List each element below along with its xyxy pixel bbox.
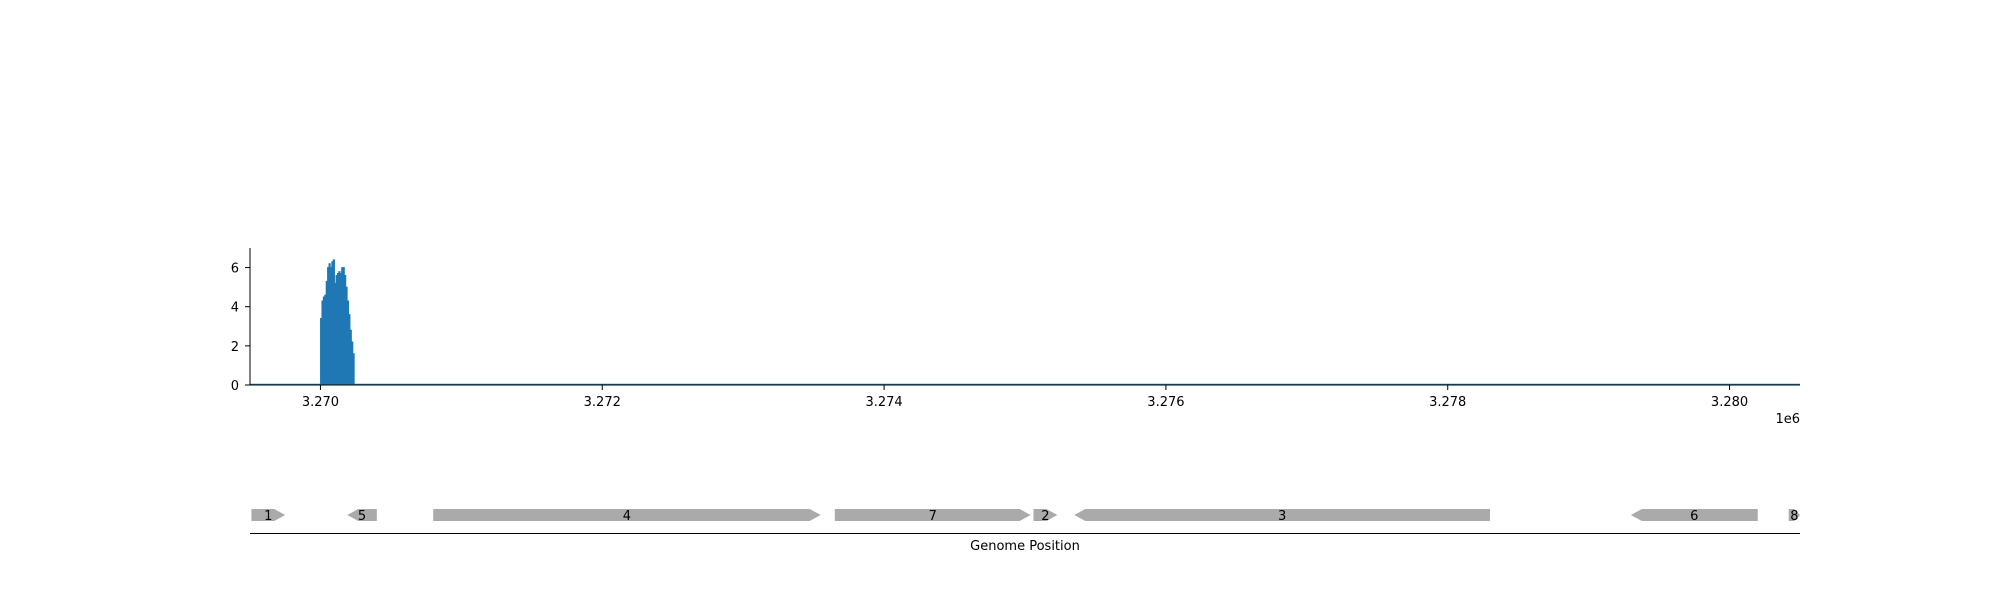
x-axis-offset-label: 1e6 <box>1775 412 1800 427</box>
coverage-axes: 3.270 3.272 3.274 3.276 3.278 3.280 0 2 4 6 <box>231 248 1800 410</box>
gene-track: 1 5 4 7 2 3 6 8 <box>250 509 1800 534</box>
x-tick-label: 3.270 <box>302 395 339 410</box>
gene-arrow <box>834 509 1031 521</box>
x-tick-label: 3.280 <box>1711 395 1748 410</box>
gene-label: 4 <box>623 509 631 524</box>
gene-arrow <box>1630 509 1758 521</box>
gene-label: 6 <box>1690 509 1698 524</box>
gene-label: 1 <box>264 509 272 524</box>
coverage-area <box>250 259 1800 386</box>
coverage-plot-area <box>250 259 1800 386</box>
gene-arrow <box>251 509 286 521</box>
gene-label: 2 <box>1041 509 1049 524</box>
x-tick-label: 3.272 <box>584 395 621 410</box>
gene-track-xlabel: Genome Position <box>970 539 1080 554</box>
gene-label: 5 <box>358 509 366 524</box>
y-tick-label: 4 <box>231 301 239 316</box>
gene-arrow <box>433 509 821 521</box>
gene-label: 3 <box>1278 509 1286 524</box>
gene-arrow <box>1788 509 1800 521</box>
gene-label: 8 <box>1790 509 1798 524</box>
x-tick-label: 3.278 <box>1429 395 1466 410</box>
gene-arrow <box>347 509 377 521</box>
gene-arrow <box>1074 509 1490 521</box>
gene-arrow <box>1033 509 1058 521</box>
gene-label: 7 <box>929 509 937 524</box>
y-tick-label: 6 <box>231 262 239 277</box>
y-tick-label: 2 <box>231 340 239 355</box>
x-tick-label: 3.274 <box>865 395 902 410</box>
y-tick-label: 0 <box>231 379 239 394</box>
x-tick-label: 3.276 <box>1147 395 1184 410</box>
